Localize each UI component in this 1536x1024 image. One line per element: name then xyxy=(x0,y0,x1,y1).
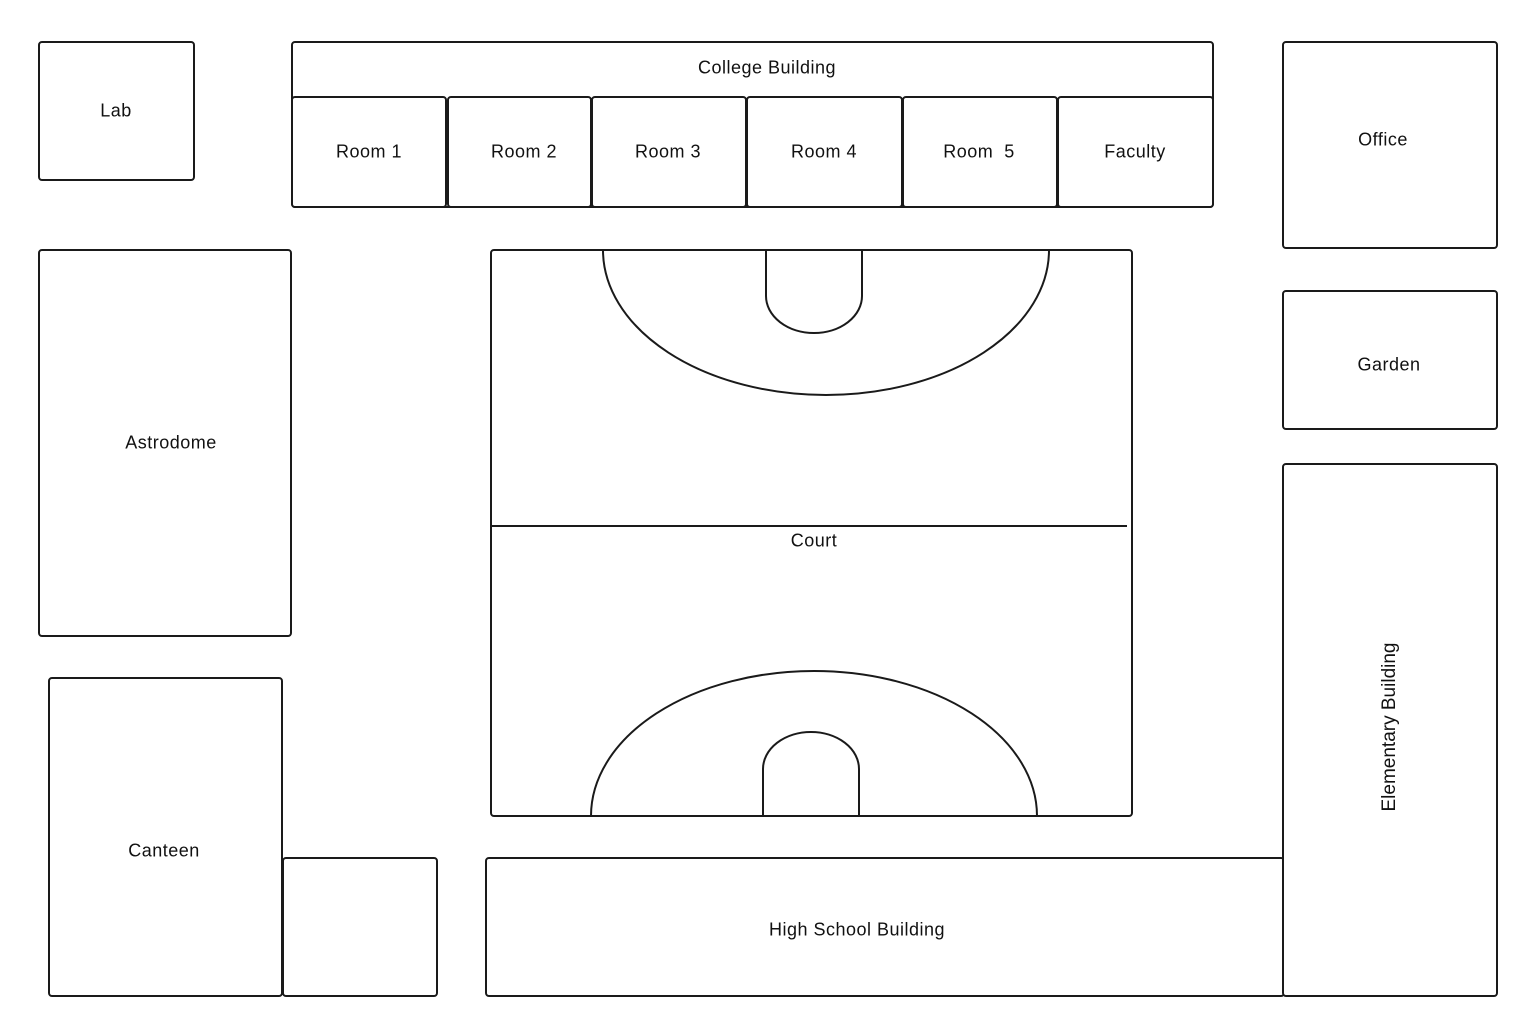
elementary-building-block[interactable] xyxy=(1282,463,1498,997)
lab-label: Lab xyxy=(100,100,132,121)
room-3-label: Room 3 xyxy=(634,141,702,162)
office-block[interactable] xyxy=(1282,41,1498,249)
faculty-block[interactable] xyxy=(1057,96,1214,208)
high-school-building-label: High School Building xyxy=(768,919,946,940)
court-bottom-arc xyxy=(590,670,1038,817)
court-bottom-key xyxy=(762,731,860,816)
faculty-label: Faculty xyxy=(1104,141,1166,162)
room-1-label: Room 1 xyxy=(335,141,403,162)
garden-label: Garden xyxy=(1357,354,1421,375)
room-5-block[interactable] xyxy=(902,96,1058,208)
room-1-block[interactable] xyxy=(291,96,447,208)
lab-block[interactable] xyxy=(38,41,195,181)
room-2-label: Room 2 xyxy=(490,141,558,162)
room-5-label: Room 5 xyxy=(943,141,1015,162)
garden-block[interactable] xyxy=(1282,290,1498,430)
court-label: Court xyxy=(790,530,838,551)
court-top-arc xyxy=(602,249,1050,396)
college-building-label: College Building xyxy=(697,57,837,78)
high-school-building-block[interactable] xyxy=(485,857,1285,997)
court-block[interactable] xyxy=(490,249,1133,817)
room-4-label: Room 4 xyxy=(790,141,858,162)
astrodome-block[interactable] xyxy=(38,249,292,637)
court-top-key xyxy=(765,250,863,334)
elementary-building-label: Elementary Building xyxy=(1379,642,1400,812)
canteen-label: Canteen xyxy=(128,840,200,861)
office-label: Office xyxy=(1358,129,1408,150)
astrodome-label: Astrodome xyxy=(125,432,217,453)
room-3-block[interactable] xyxy=(591,96,747,208)
canteen-block[interactable] xyxy=(48,677,283,997)
unlabeled-small-block[interactable] xyxy=(282,857,438,997)
